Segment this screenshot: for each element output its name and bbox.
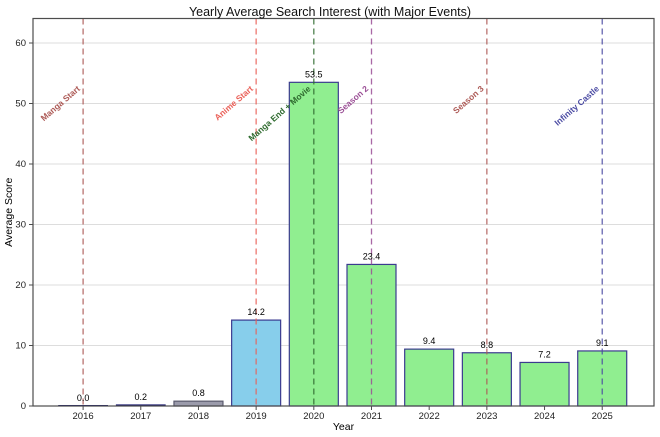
svg-text:9.4: 9.4 (423, 336, 436, 346)
svg-text:10: 10 (15, 341, 26, 352)
svg-text:2025: 2025 (592, 411, 613, 422)
svg-text:30: 30 (15, 220, 26, 231)
svg-text:2021: 2021 (361, 411, 382, 422)
svg-text:0.2: 0.2 (135, 392, 148, 402)
svg-text:Average Score: Average Score (3, 177, 15, 246)
svg-text:0.8: 0.8 (192, 388, 205, 398)
svg-text:20: 20 (15, 280, 26, 291)
svg-text:2016: 2016 (73, 411, 94, 422)
svg-text:8.8: 8.8 (481, 340, 494, 350)
svg-text:60: 60 (15, 38, 26, 49)
svg-text:2018: 2018 (188, 411, 209, 422)
svg-text:40: 40 (15, 159, 26, 170)
svg-text:2020: 2020 (303, 411, 324, 422)
svg-text:14.2: 14.2 (247, 307, 265, 317)
svg-text:2017: 2017 (130, 411, 151, 422)
svg-text:0.0: 0.0 (77, 393, 90, 403)
svg-text:7.2: 7.2 (538, 349, 551, 359)
svg-text:2022: 2022 (419, 411, 440, 422)
svg-text:2023: 2023 (476, 411, 497, 422)
svg-text:50: 50 (15, 99, 26, 110)
svg-text:53.5: 53.5 (305, 69, 323, 79)
svg-text:2019: 2019 (246, 411, 267, 422)
svg-text:23.4: 23.4 (363, 251, 381, 261)
svg-text:2024: 2024 (534, 411, 555, 422)
svg-text:Year: Year (333, 421, 355, 433)
svg-text:0: 0 (21, 401, 26, 412)
svg-text:9.1: 9.1 (596, 338, 609, 348)
